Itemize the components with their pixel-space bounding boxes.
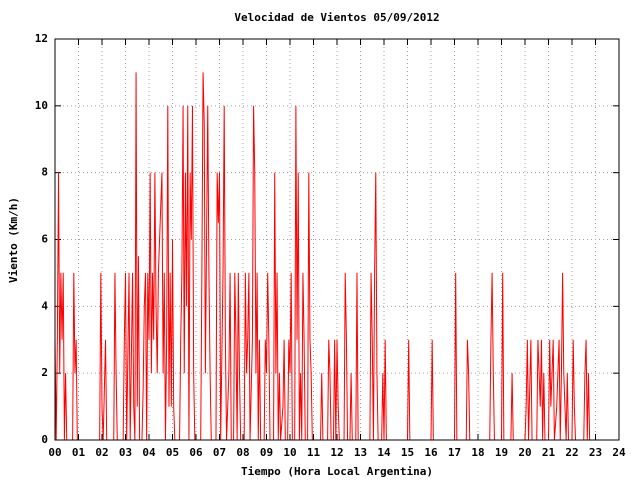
x-tick-label: 01 (72, 446, 86, 459)
x-tick-label: 14 (377, 446, 391, 459)
x-tick-label: 11 (307, 446, 321, 459)
x-tick-label: 07 (213, 446, 226, 459)
x-axis-label: Tiempo (Hora Local Argentina) (241, 465, 433, 478)
x-tick-label: 10 (283, 446, 296, 459)
y-tick-label: 10 (35, 99, 48, 112)
y-tick-label: 0 (41, 433, 48, 446)
x-tick-label: 17 (448, 446, 461, 459)
x-tick-label: 22 (565, 446, 578, 459)
x-tick-label: 02 (95, 446, 108, 459)
y-tick-label: 2 (41, 366, 48, 379)
y-tick-label: 12 (35, 32, 48, 45)
x-tick-label: 18 (471, 446, 484, 459)
x-tick-label: 06 (189, 446, 203, 459)
wind-line (54, 72, 608, 441)
x-tick-label: 04 (142, 446, 156, 459)
x-tick-label: 03 (119, 446, 132, 459)
x-tick-label: 16 (424, 446, 438, 459)
y-tick-label: 8 (41, 166, 48, 179)
x-tick-label: 05 (166, 446, 179, 459)
y-tick-label: 4 (41, 299, 48, 312)
y-axis-label: Viento (Km/h) (7, 197, 20, 283)
x-tick-label: 00 (48, 446, 61, 459)
x-tick-label: 08 (236, 446, 249, 459)
x-tick-label: 24 (612, 446, 626, 459)
x-tick-label: 20 (518, 446, 531, 459)
x-tick-label: 13 (354, 446, 367, 459)
y-tick-label: 6 (41, 233, 48, 246)
x-tick-label: 09 (260, 446, 273, 459)
x-tick-label: 21 (542, 446, 556, 459)
x-tick-label: 19 (495, 446, 508, 459)
x-tick-label: 23 (589, 446, 602, 459)
plot-frame (54, 38, 620, 441)
x-tick-label: 12 (330, 446, 343, 459)
x-tick-label: 15 (401, 446, 414, 459)
chart-title: Velocidad de Vientos 05/09/2012 (234, 11, 439, 24)
